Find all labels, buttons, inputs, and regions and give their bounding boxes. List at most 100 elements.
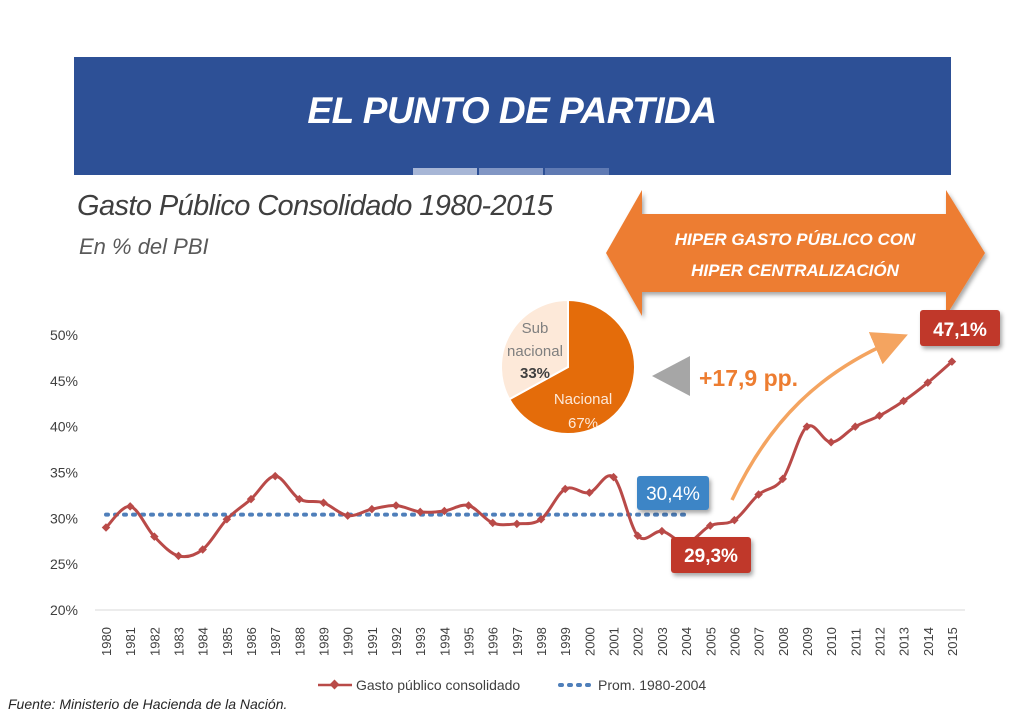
x-tick-label: 1986 [244,627,259,656]
data-point [802,422,812,431]
data-point [440,506,449,516]
y-tick-label: 40% [50,419,78,435]
x-tick-label: 1993 [413,627,428,656]
legend-label-average: Prom. 1980-2004 [598,677,706,693]
banner-tab-1 [413,168,477,175]
data-point [875,411,884,420]
x-tick-label: 2015 [945,627,960,656]
x-tick-label: 1982 [147,627,162,656]
data-point [174,551,183,561]
x-tick-label: 2012 [872,627,887,656]
data-point [585,488,594,497]
y-tick-label: 25% [50,556,78,572]
increase-label: +17,9 pp. [699,365,798,391]
data-point [657,526,667,536]
y-tick-label: 50% [50,327,78,343]
page-title: EL PUNTO DE PARTIDA [307,90,717,131]
x-tick-label: 2009 [800,627,815,656]
x-axis: 1980 1981 1982 1983 1984 1985 1986 1987 1988 1989… [99,627,960,656]
x-tick-label: 1994 [437,627,452,656]
x-tick-label: 1995 [462,627,477,656]
chart-title: Gasto Público Consolidado 1980-2015 [77,190,553,222]
pie-slice [500,298,569,401]
x-tick-label: 1992 [389,627,404,656]
data-point [125,502,135,511]
data-point [730,515,739,525]
data-point [706,521,715,530]
data-point [246,494,256,504]
y-tick-label: 45% [50,373,78,389]
data-point [319,498,328,507]
x-tick-label: 2013 [897,627,912,656]
x-tick-label: 1987 [268,627,283,656]
data-point [923,378,933,387]
data-point [367,504,377,514]
pie-chart [500,298,636,435]
data-point [851,422,860,431]
y-tick-label: 20% [50,602,78,618]
x-tick-label: 1980 [99,627,114,656]
x-tick-label: 2008 [776,627,791,656]
x-tick-label: 1989 [317,627,332,656]
data-point [464,501,473,510]
banner-tab-2 [479,168,543,175]
y-tick-label: 30% [50,510,78,526]
average-value-label: 30,4% [646,484,700,505]
data-point [947,357,957,366]
source-note: Fuente: Ministerio de Hacienda de la Nac… [8,696,288,712]
x-tick-label: 2002 [631,627,646,656]
data-point [899,396,908,406]
data-point [512,519,522,529]
x-tick-label: 1997 [510,627,525,656]
data-point [560,484,570,494]
x-tick-label: 1983 [172,627,187,656]
x-tick-label: 2010 [824,627,839,656]
pie-value-nacional: 67% [568,415,598,432]
x-tick-label: 2005 [703,627,718,656]
x-tick-label: 1984 [196,627,211,656]
x-tick-label: 2014 [921,627,936,656]
pie-label-sub-line2: nacional [507,343,563,360]
y-tick-label: 35% [50,465,78,481]
data-point [609,472,618,482]
x-tick-label: 2003 [655,627,670,656]
x-tick-label: 1996 [486,627,501,656]
data-point [633,531,642,540]
x-tick-label: 1985 [220,627,235,656]
data-point [826,438,836,447]
data-point [536,515,546,524]
end-value-label: 47,1% [933,320,987,341]
data-point [391,501,401,510]
x-tick-label: 2007 [752,627,767,656]
pie-value-sub: 33% [520,365,550,382]
legend: Gasto público consolidado Prom. 1980-200… [318,677,706,693]
x-tick-label: 2000 [582,627,597,656]
data-point [754,490,763,499]
x-tick-label: 2004 [679,627,694,656]
banner-tab-3 [545,168,609,175]
legend-label-series: Gasto público consolidado [356,677,520,693]
x-tick-label: 2001 [607,627,622,656]
callout-arrow [606,190,985,316]
data-point [270,471,280,481]
average-value-badge [637,476,709,510]
data-point [778,474,788,484]
end-value-badge [920,310,1000,346]
callout-line-1: HIPER GASTO PÚBLICO CON [675,230,916,249]
x-tick-label: 1990 [341,627,356,656]
x-tick-label: 2006 [727,627,742,656]
x-tick-label: 1998 [534,627,549,656]
start-value-label: 29,3% [684,546,738,567]
x-tick-label: 2011 [848,628,863,656]
y-axis: 20% 25% 30% 35% 40% 45% 50% [50,327,78,618]
legend-marker-series [329,679,340,690]
growth-arrow [730,332,908,501]
chart-subtitle: En % del PBI [79,234,209,259]
x-tick-label: 1988 [292,627,307,656]
callout-line-2: HIPER CENTRALIZACIÓN [691,261,900,280]
title-banner [74,57,951,175]
data-point [415,507,425,517]
data-point [295,494,304,504]
pie-label-sub-line1: Sub [522,320,549,337]
data-point [343,511,352,520]
